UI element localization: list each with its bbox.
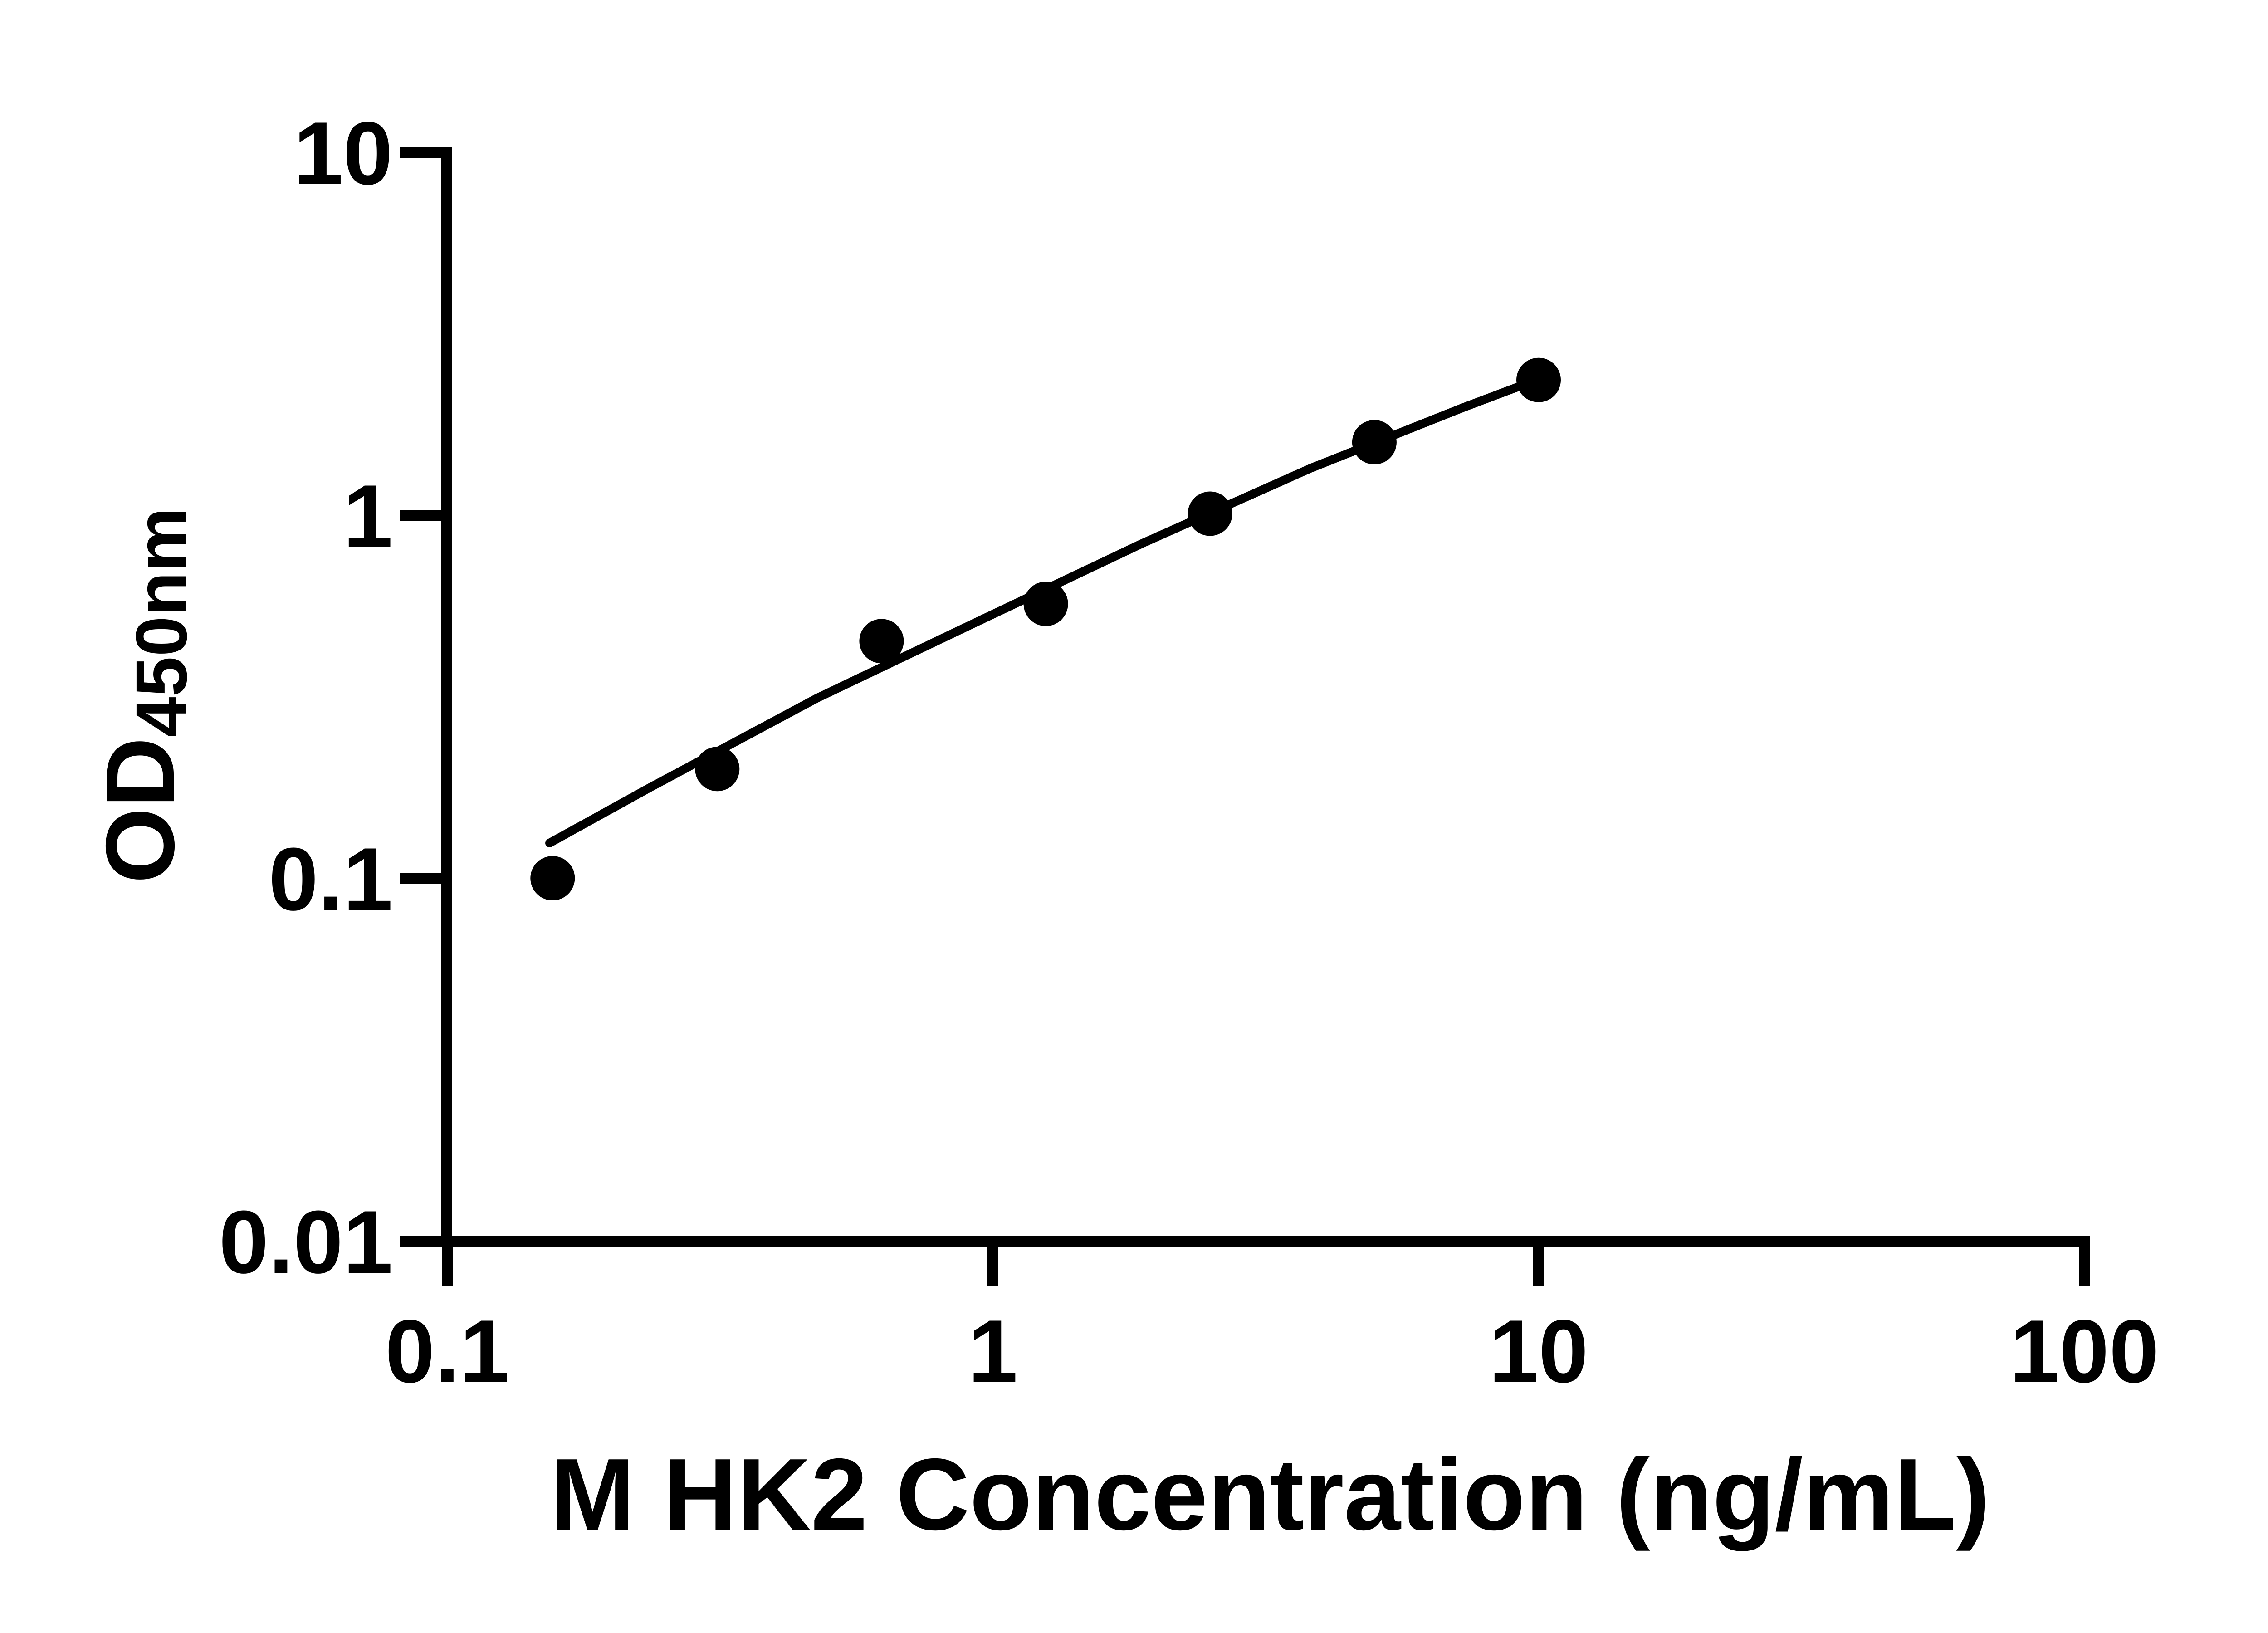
x-axis-tick-label: 10 [1489, 1301, 1588, 1401]
y-axis-tick [400, 1236, 441, 1247]
y-axis-tick [400, 147, 441, 158]
y-axis-tick [400, 873, 441, 884]
x-axis-tick [1533, 1247, 1544, 1286]
y-axis-tick-label: 0.01 [219, 1192, 393, 1292]
y-axis-title-subscript: 450nm [121, 507, 202, 737]
y-axis-line [441, 147, 452, 1247]
x-axis-tick [987, 1247, 998, 1286]
fit-curve [545, 376, 1541, 847]
y-axis-tick-label: 10 [293, 103, 393, 203]
x-axis-tick-label: 100 [2010, 1301, 2159, 1401]
x-axis-tick-label: 1 [968, 1301, 1018, 1401]
y-axis-title-base: OD [85, 737, 195, 884]
data-point-marker [859, 619, 904, 664]
data-point-marker [530, 856, 575, 900]
x-axis-line [441, 1236, 2090, 1247]
y-axis-tick-label: 1 [343, 466, 393, 566]
x-axis-tick-label: 0.1 [385, 1301, 509, 1401]
x-axis-title: M HK2 Concentration (ng/mL) [550, 1437, 1990, 1551]
y-axis-tick-label: 0.1 [269, 829, 393, 929]
x-axis-tick [442, 1247, 453, 1286]
y-axis-title: OD450nm [85, 507, 202, 883]
y-axis-tick [400, 510, 441, 521]
x-axis-tick [2079, 1247, 2090, 1286]
